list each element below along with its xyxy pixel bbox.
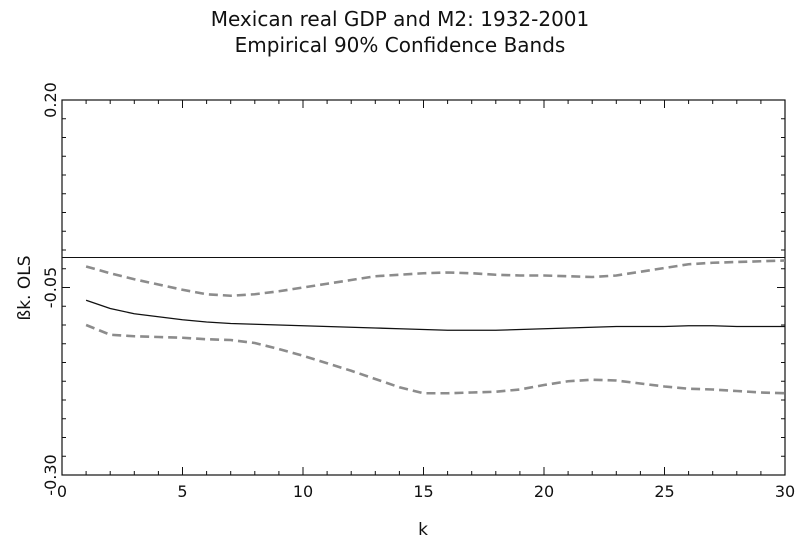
x-axis-label: k	[418, 520, 428, 540]
x-tick-label: 10	[293, 482, 313, 501]
x-tick-label: 20	[534, 482, 554, 501]
estimate-line	[85, 299, 785, 331]
x-tick-label: 30	[775, 482, 795, 501]
x-tick-label: 5	[177, 482, 187, 501]
x-tick-label: 0	[57, 482, 67, 501]
y-tick-label: 0.20	[41, 82, 60, 118]
y-tick-label: -0.05	[41, 267, 60, 308]
x-tick-label: 25	[654, 482, 674, 501]
upper-band-line	[85, 259, 786, 298]
chart-title: Mexican real GDP and M2: 1932-2001	[210, 7, 590, 31]
y-axis-label: ßk. OLS	[15, 255, 35, 320]
chart-subtitle: Empirical 90% Confidence Bands	[234, 33, 566, 57]
chart-title-block: Mexican real GDP and M2: 1932-2001 Empir…	[0, 6, 800, 58]
lower-band-line	[85, 323, 786, 395]
y-tick-label: -0.30	[41, 454, 60, 495]
x-tick-label: 15	[413, 482, 433, 501]
